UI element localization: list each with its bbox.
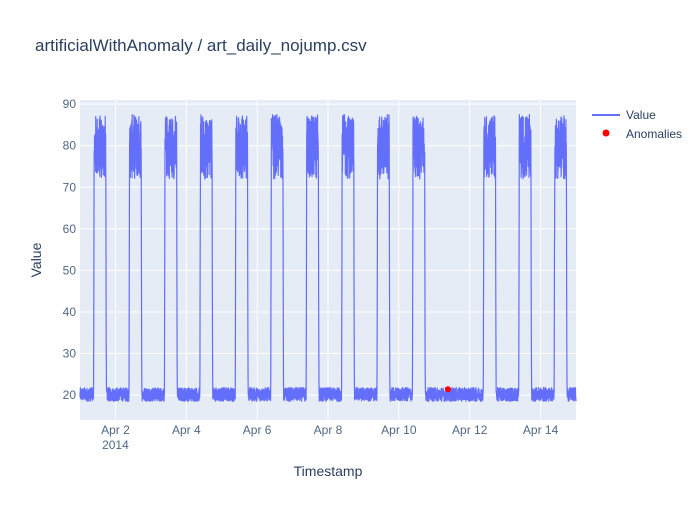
x-tick-label: Apr 4 <box>172 423 201 437</box>
value-series-line <box>79 113 577 402</box>
y-tick-label: 80 <box>63 139 77 153</box>
y-tick-label: 30 <box>63 347 77 361</box>
x-axis-title: Timestamp <box>294 463 363 479</box>
series-layer <box>79 113 577 402</box>
legend[interactable]: Value Anomalies <box>592 108 682 141</box>
y-tick-label: 90 <box>63 97 77 111</box>
anomaly-point <box>444 386 451 393</box>
x-tick-label: Apr 8 <box>314 423 343 437</box>
x-tick-label: Apr 12 <box>452 423 488 437</box>
grid <box>80 100 576 420</box>
y-tick-label: 70 <box>63 180 77 194</box>
x-tick-label: Apr 2 <box>101 423 130 437</box>
y-tick-label: 50 <box>63 263 77 277</box>
x-tick-label: Apr 10 <box>381 423 417 437</box>
y-tick-label: 60 <box>63 222 77 236</box>
x-tick-label: Apr 6 <box>243 423 272 437</box>
chart-title: artificialWithAnomaly / art_daily_nojump… <box>35 36 367 55</box>
y-tick-label: 40 <box>63 305 77 319</box>
legend-anomalies-label[interactable]: Anomalies <box>626 127 682 141</box>
y-axis-title: Value <box>28 242 44 277</box>
legend-value-label[interactable]: Value <box>626 108 656 122</box>
x-tick-sublabel: 2014 <box>102 438 129 452</box>
x-tick-label: Apr 14 <box>523 423 559 437</box>
y-tick-label: 20 <box>63 388 77 402</box>
y-axis-ticks: 20 30 40 50 60 70 80 90 <box>63 97 77 402</box>
legend-anomalies-swatch <box>602 129 610 137</box>
